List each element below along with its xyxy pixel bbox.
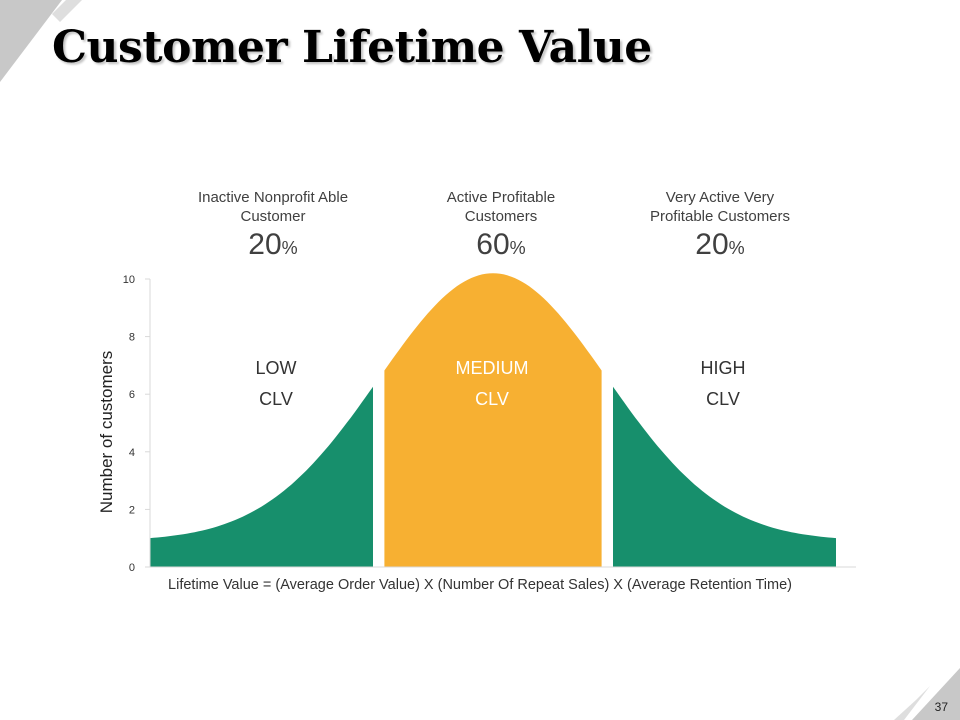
y-axis-ticks: 0 2 4 6 8 10 — [123, 274, 150, 574]
band-area-medium — [384, 273, 602, 567]
segment-heading-line2: Customer — [240, 208, 306, 225]
percent-value: 20 — [695, 228, 729, 261]
segment-percent: 20% — [605, 228, 835, 265]
y-tick-label: 6 — [129, 389, 135, 401]
band-label-low-line1: LOW — [255, 358, 296, 378]
y-tick-label: 2 — [129, 504, 135, 516]
percent-value: 20 — [248, 228, 282, 261]
y-axis-label: Number of customers — [97, 351, 116, 514]
band-label-medium-line2: CLV — [475, 389, 509, 409]
segment-heading-line1: Active Profitable — [446, 189, 556, 206]
x-axis-label: Lifetime Value = (Average Order Value) X… — [168, 577, 792, 593]
segment-heading-medium: Active Profitable Customers 60% — [386, 188, 616, 265]
page-title: Customer Lifetime Value — [52, 22, 652, 73]
percent-sign: % — [509, 238, 526, 258]
y-tick-label: 0 — [129, 562, 135, 574]
corner-decoration-bottom-right — [894, 668, 960, 720]
percent-sign: % — [281, 238, 298, 258]
percent-sign: % — [728, 238, 745, 258]
y-tick-label: 4 — [129, 447, 135, 459]
segment-heading-line2: Profitable Customers — [649, 208, 791, 225]
band-label-high-line1: HIGH — [701, 358, 746, 378]
segment-heading-line1: Inactive Nonprofit Able — [197, 189, 349, 206]
band-label-medium-line1: MEDIUM — [456, 358, 529, 378]
segment-heading-high: Very Active Very Profitable Customers 20… — [605, 188, 835, 265]
percent-value: 60 — [476, 228, 510, 261]
band-area-high — [613, 386, 836, 567]
page-number: 37 — [934, 700, 948, 714]
band-label-high-line2: CLV — [706, 389, 740, 409]
corner-decoration-top-left — [0, 0, 82, 82]
band-area-low — [150, 386, 373, 567]
y-tick-label: 8 — [129, 332, 135, 344]
segment-heading-line2: Customers — [464, 208, 538, 225]
segment-percent: 20% — [158, 228, 388, 265]
band-label-low-line2: CLV — [259, 389, 293, 409]
segment-heading-low: Inactive Nonprofit Able Customer 20% — [158, 188, 388, 265]
y-tick-label: 10 — [123, 274, 135, 286]
segment-heading-line1: Very Active Very — [665, 189, 775, 206]
segment-percent: 60% — [386, 228, 616, 265]
chart-bands — [150, 273, 836, 567]
